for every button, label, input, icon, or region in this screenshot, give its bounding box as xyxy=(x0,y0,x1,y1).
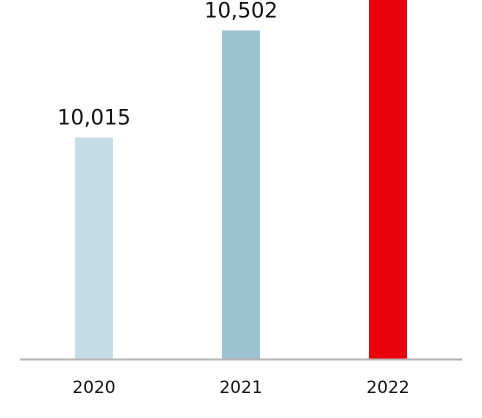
bar-2021 xyxy=(222,30,260,359)
value-label-2021: 10,502 xyxy=(204,0,277,22)
x-tick-labels-group: 2020 2021 2022 xyxy=(72,378,409,398)
x-tick-label-2020: 2020 xyxy=(72,378,115,398)
bar-2020 xyxy=(75,137,113,359)
x-tick-label-2022: 2022 xyxy=(366,378,409,398)
bar-2022 xyxy=(369,0,407,360)
bars-group xyxy=(75,0,407,360)
x-tick-label-2021: 2021 xyxy=(219,378,262,398)
value-label-2020: 10,015 xyxy=(57,105,130,129)
